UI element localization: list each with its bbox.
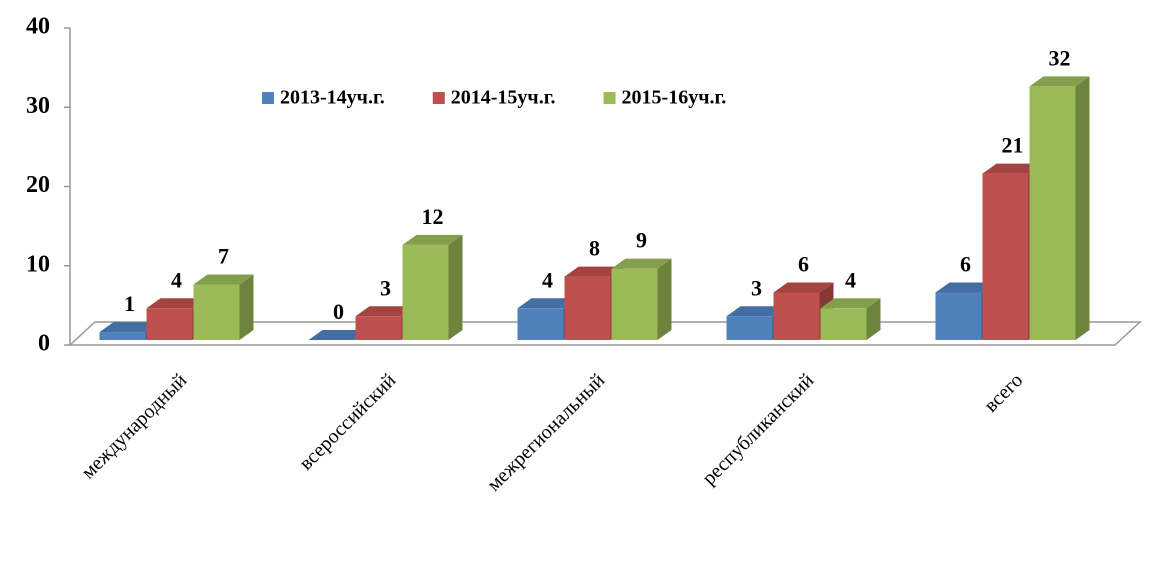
- bar-top: [935, 282, 996, 293]
- bar-top: [517, 298, 578, 309]
- bar: [611, 268, 658, 340]
- bar-top: [726, 306, 787, 317]
- bar-top: [308, 330, 369, 340]
- bar-top: [193, 274, 254, 285]
- data-label: 12: [422, 204, 444, 229]
- bar-side: [866, 298, 881, 340]
- bar: [517, 308, 564, 340]
- data-label: 9: [636, 228, 647, 253]
- x-tick-label: республиканский: [698, 369, 818, 489]
- bar-top: [820, 298, 881, 309]
- bar: [146, 308, 193, 340]
- data-label: 8: [589, 236, 600, 261]
- x-tick-label: международный: [77, 369, 191, 483]
- bar-top: [99, 322, 160, 333]
- bar: [773, 292, 820, 340]
- data-label: 32: [1049, 45, 1071, 70]
- floor: [68, 321, 1142, 346]
- legend-swatch: [603, 92, 616, 104]
- bar-side: [239, 274, 254, 340]
- bar: [564, 276, 611, 340]
- bar: [820, 308, 867, 340]
- x-tick-label: всероссийский: [295, 369, 401, 475]
- bar: [99, 332, 146, 340]
- bar: [193, 284, 240, 340]
- data-label: 0: [333, 299, 344, 324]
- legend-swatch: [262, 92, 274, 104]
- legend-label: 2013-14уч.г.: [280, 87, 385, 109]
- bar: [982, 173, 1029, 340]
- data-label: 4: [542, 267, 553, 292]
- bar: [355, 316, 402, 340]
- data-label: 3: [751, 275, 762, 300]
- legend-label: 2015-16уч.г.: [622, 87, 727, 109]
- y-tick-label: 0: [38, 331, 50, 357]
- data-label: 21: [1002, 133, 1024, 158]
- legend-label: 2014-15уч.г.: [451, 87, 556, 109]
- y-tick-label: 20: [26, 172, 50, 198]
- bar: [1029, 86, 1076, 341]
- x-tick-label: всего: [980, 369, 1027, 416]
- data-label: 7: [218, 244, 229, 269]
- data-label: 6: [798, 251, 809, 276]
- bar-top: [982, 163, 1043, 174]
- data-label: 3: [380, 275, 391, 300]
- bar-top: [564, 266, 625, 277]
- y-tick-label: 30: [26, 93, 50, 119]
- y-tick-label: 40: [26, 14, 50, 40]
- bar: [402, 244, 449, 340]
- data-label: 4: [171, 267, 182, 292]
- bar: [726, 316, 773, 340]
- y-tick-label: 10: [26, 251, 50, 277]
- bar-top: [402, 234, 463, 245]
- bar-top: [1029, 76, 1090, 87]
- bar-top: [146, 298, 207, 309]
- data-label: 4: [845, 267, 856, 292]
- bar-top: [611, 258, 672, 269]
- legend-swatch: [432, 92, 445, 104]
- data-label: 1: [124, 291, 135, 316]
- bar-top: [773, 282, 834, 293]
- bar-side: [1075, 76, 1090, 341]
- bar-side: [657, 258, 672, 340]
- bar-top: [355, 306, 416, 317]
- bar: [935, 292, 982, 340]
- data-label: 6: [960, 251, 971, 276]
- x-tick-label: межрегиональный: [483, 369, 610, 496]
- bar-side: [448, 234, 463, 340]
